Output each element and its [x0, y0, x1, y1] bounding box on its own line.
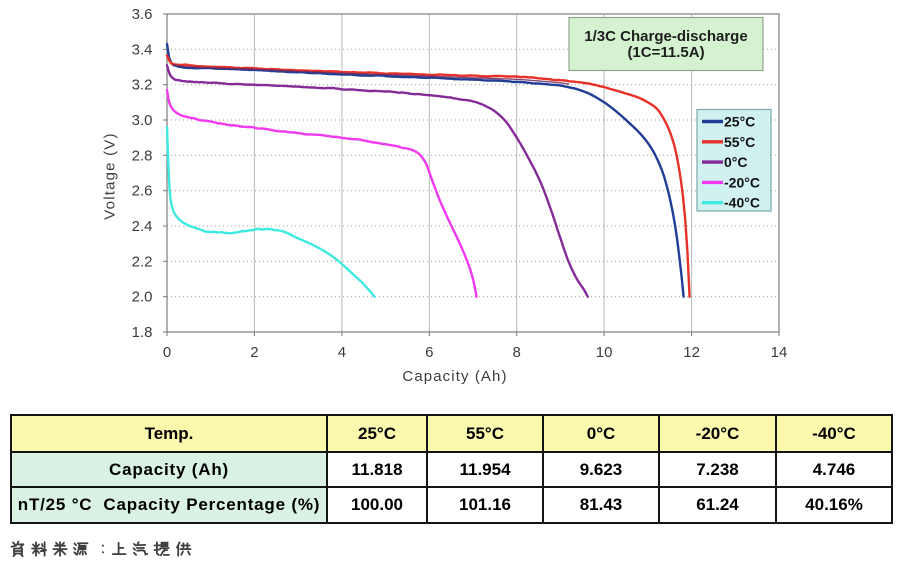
svg-text:2.0: 2.0	[132, 289, 153, 306]
svg-text:(1C=11.5A): (1C=11.5A)	[627, 44, 704, 61]
svg-text:2: 2	[250, 344, 258, 361]
svg-text:3.0: 3.0	[132, 112, 153, 129]
svg-text:12: 12	[683, 344, 700, 361]
svg-text:1.8: 1.8	[132, 324, 153, 341]
svg-text:55°C: 55°C	[724, 134, 755, 150]
svg-text:0: 0	[163, 344, 171, 361]
svg-text:6: 6	[425, 344, 433, 361]
svg-text:2.8: 2.8	[132, 147, 153, 164]
svg-text:10: 10	[596, 344, 613, 361]
svg-text:14: 14	[771, 344, 788, 361]
svg-text:2.6: 2.6	[132, 183, 153, 200]
svg-text:Capacity (Ah): Capacity (Ah)	[402, 368, 507, 385]
svg-text:0°C: 0°C	[724, 154, 748, 170]
svg-text:3.4: 3.4	[132, 41, 153, 58]
svg-text:25°C: 25°C	[724, 114, 755, 130]
svg-text:2.4: 2.4	[132, 218, 153, 235]
svg-text:3.6: 3.6	[132, 6, 153, 23]
svg-text:-40°C: -40°C	[724, 195, 760, 211]
svg-text:1/3C Charge-discharge: 1/3C Charge-discharge	[584, 28, 747, 45]
svg-text:4: 4	[338, 344, 346, 361]
svg-text:Voltage (V): Voltage (V)	[102, 132, 119, 219]
svg-text:-20°C: -20°C	[724, 174, 760, 190]
svg-text:8: 8	[513, 344, 521, 361]
svg-text:2.2: 2.2	[132, 253, 153, 270]
svg-text:3.2: 3.2	[132, 77, 153, 94]
